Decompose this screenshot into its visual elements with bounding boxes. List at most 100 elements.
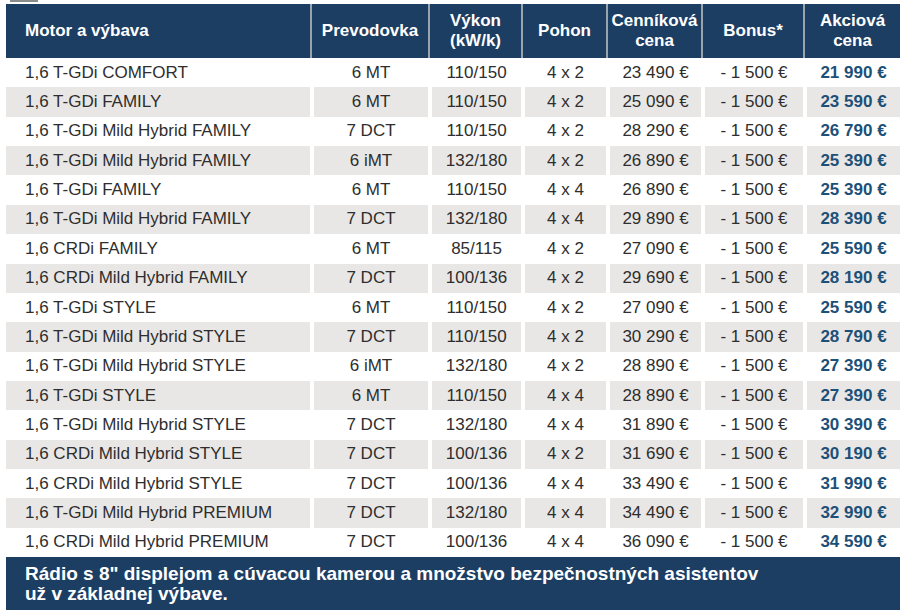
cell-akciova-cena: 25 590 € [803,293,900,322]
cell-pohon: 4 x 2 [521,322,606,351]
cell-prevodovka: 7 DCT [310,528,428,557]
cell-motor: 1,6 T-GDi Mild Hybrid PREMIUM [6,498,310,527]
cell-bonus: - 1 500 € [701,175,803,204]
cell-akciova-cena: 25 390 € [803,146,900,175]
cell-vykon: 100/136 [428,469,521,498]
column-header-vykon: Výkon (kW/k) [428,4,521,58]
cell-prevodovka: 6 iMT [310,146,428,175]
cell-akciova-cena: 25 590 € [803,234,900,263]
cell-motor: 1,6 T-GDi STYLE [6,381,310,410]
cell-motor: 1,6 T-GDi Mild Hybrid FAMILY [6,117,310,146]
cell-bonus: - 1 500 € [701,410,803,439]
cell-cennikova-cena: 26 890 € [606,175,701,204]
cell-prevodovka: 6 MT [310,381,428,410]
cell-cennikova-cena: 34 490 € [606,498,701,527]
cell-pohon: 4 x 2 [521,146,606,175]
cell-pohon: 4 x 4 [521,205,606,234]
cell-cennikova-cena: 31 690 € [606,440,701,469]
cell-prevodovka: 6 iMT [310,352,428,381]
cell-vykon: 110/150 [428,87,521,116]
cell-akciova-cena: 27 390 € [803,381,900,410]
table-row: 1,6 CRDi Mild Hybrid STYLE 7 DCT 100/136… [6,469,900,498]
cell-bonus: - 1 500 € [701,352,803,381]
column-header-pohon: Pohon [521,4,606,58]
table-row: 1,6 T-GDi Mild Hybrid FAMILY 6 iMT 132/1… [6,146,900,175]
table-row: 1,6 CRDi FAMILY 6 MT 85/115 4 x 2 27 090… [6,234,900,263]
cell-motor: 1,6 T-GDi Mild Hybrid STYLE [6,322,310,351]
cell-bonus: - 1 500 € [701,469,803,498]
table-row: 1,6 CRDi Mild Hybrid FAMILY 7 DCT 100/13… [6,264,900,293]
table-row: 1,6 T-GDi FAMILY 6 MT 110/150 4 x 2 25 0… [6,87,900,116]
cell-vykon: 110/150 [428,322,521,351]
cell-pohon: 4 x 2 [521,264,606,293]
cell-bonus: - 1 500 € [701,117,803,146]
cell-cennikova-cena: 31 890 € [606,410,701,439]
cell-vykon: 132/180 [428,205,521,234]
cell-cennikova-cena: 28 290 € [606,117,701,146]
cell-bonus: - 1 500 € [701,498,803,527]
table-row: 1,6 T-GDi Mild Hybrid STYLE 7 DCT 132/18… [6,410,900,439]
cell-cennikova-cena: 27 090 € [606,234,701,263]
cell-cennikova-cena: 25 090 € [606,87,701,116]
column-header-motor: Motor a výbava [6,4,310,58]
cell-cennikova-cena: 36 090 € [606,528,701,557]
page-crop-artifact [10,0,38,2]
cell-pohon: 4 x 4 [521,410,606,439]
cell-bonus: - 1 500 € [701,58,803,87]
cell-bonus: - 1 500 € [701,234,803,263]
cell-prevodovka: 7 DCT [310,498,428,527]
cell-motor: 1,6 CRDi Mild Hybrid PREMIUM [6,528,310,557]
cell-vykon: 132/180 [428,410,521,439]
cell-vykon: 100/136 [428,264,521,293]
table-row: 1,6 T-GDi FAMILY 6 MT 110/150 4 x 4 26 8… [6,175,900,204]
cell-motor: 1,6 T-GDi FAMILY [6,175,310,204]
cell-akciova-cena: 28 390 € [803,205,900,234]
cell-cennikova-cena: 29 890 € [606,205,701,234]
cell-cennikova-cena: 27 090 € [606,293,701,322]
cell-cennikova-cena: 30 290 € [606,322,701,351]
cell-akciova-cena: 30 190 € [803,440,900,469]
cell-motor: 1,6 T-GDi Mild Hybrid FAMILY [6,205,310,234]
cell-motor: 1,6 T-GDi Mild Hybrid STYLE [6,352,310,381]
cell-pohon: 4 x 2 [521,117,606,146]
cell-vykon: 85/115 [428,234,521,263]
cell-prevodovka: 6 MT [310,58,428,87]
column-header-prevodovka: Prevodovka [310,4,428,58]
cell-vykon: 110/150 [428,381,521,410]
cell-vykon: 110/150 [428,293,521,322]
cell-pohon: 4 x 4 [521,469,606,498]
cell-pohon: 4 x 2 [521,440,606,469]
cell-bonus: - 1 500 € [701,322,803,351]
table-row: 1,6 T-GDi STYLE 6 MT 110/150 4 x 4 28 89… [6,381,900,410]
cell-prevodovka: 7 DCT [310,469,428,498]
cell-akciova-cena: 26 790 € [803,117,900,146]
cell-cennikova-cena: 23 490 € [606,58,701,87]
table-body: 1,6 T-GDi COMFORT 6 MT 110/150 4 x 2 23 … [6,58,900,557]
table-row: 1,6 T-GDi Mild Hybrid STYLE 6 iMT 132/18… [6,352,900,381]
cell-prevodovka: 7 DCT [310,322,428,351]
price-table: Motor a výbava Prevodovka Výkon (kW/k) P… [6,4,900,610]
cell-bonus: - 1 500 € [701,528,803,557]
table-row: 1,6 CRDi Mild Hybrid PREMIUM 7 DCT 100/1… [6,528,900,557]
cell-cennikova-cena: 28 890 € [606,352,701,381]
cell-motor: 1,6 T-GDi Mild Hybrid STYLE [6,410,310,439]
cell-vykon: 132/180 [428,498,521,527]
cell-motor: 1,6 CRDi Mild Hybrid FAMILY [6,264,310,293]
table-row: 1,6 T-GDi Mild Hybrid FAMILY 7 DCT 132/1… [6,205,900,234]
cell-pohon: 4 x 4 [521,498,606,527]
cell-akciova-cena: 28 190 € [803,264,900,293]
cell-bonus: - 1 500 € [701,440,803,469]
column-header-cennikova-cena: Cenníková cena [606,4,701,58]
cell-akciova-cena: 28 790 € [803,322,900,351]
cell-bonus: - 1 500 € [701,381,803,410]
cell-bonus: - 1 500 € [701,264,803,293]
cell-akciova-cena: 25 390 € [803,175,900,204]
cell-pohon: 4 x 2 [521,352,606,381]
cell-motor: 1,6 CRDi Mild Hybrid STYLE [6,440,310,469]
cell-pohon: 4 x 2 [521,87,606,116]
cell-akciova-cena: 31 990 € [803,469,900,498]
cell-cennikova-cena: 26 890 € [606,146,701,175]
cell-prevodovka: 7 DCT [310,264,428,293]
cell-cennikova-cena: 28 890 € [606,381,701,410]
cell-akciova-cena: 32 990 € [803,498,900,527]
